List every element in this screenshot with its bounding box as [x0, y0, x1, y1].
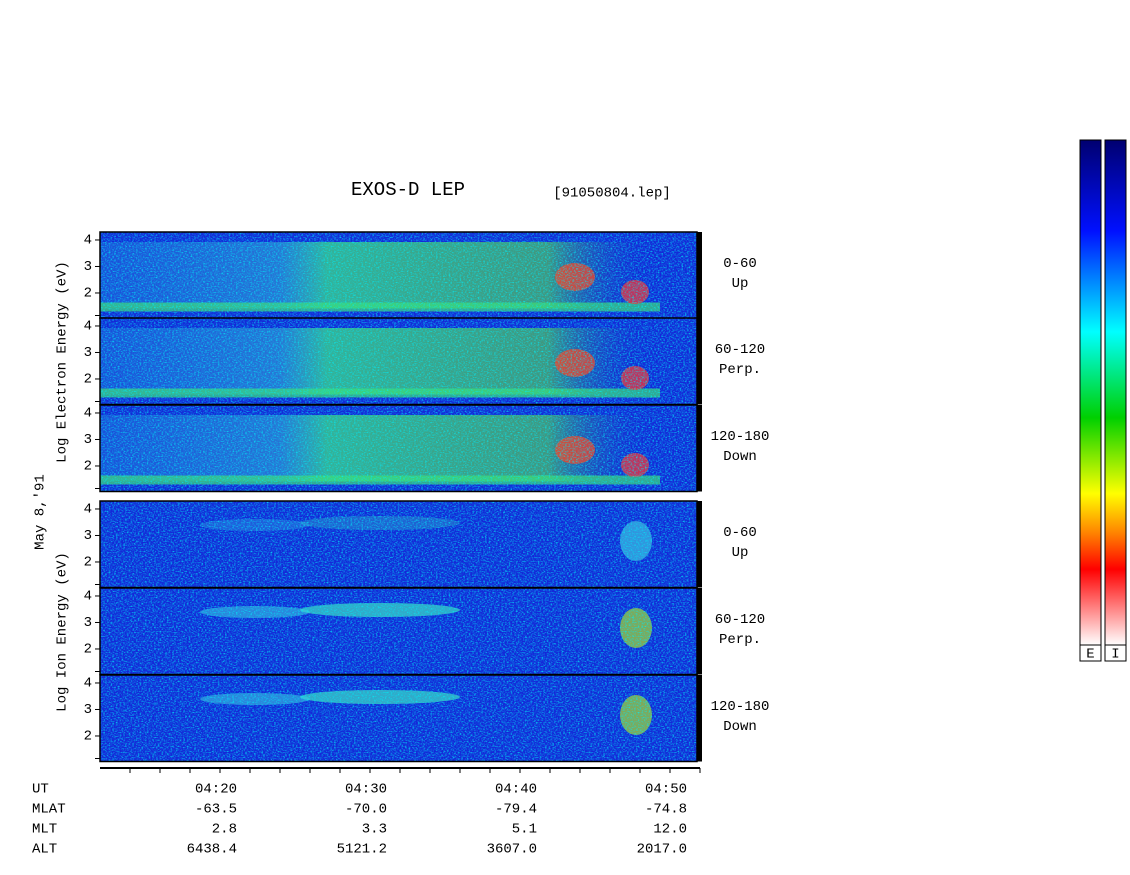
row-value: -63.5	[195, 802, 237, 818]
y-tick-label: 4	[84, 589, 92, 605]
colorbar-label-box	[1104, 644, 1127, 662]
row-value: 5.1	[512, 822, 537, 838]
colorbar-label: I	[1111, 647, 1119, 663]
pitch-range: 120-180	[711, 699, 770, 715]
row-value: 2017.0	[637, 842, 687, 858]
row-value: 04:20	[195, 782, 237, 798]
y-tick-label: 4	[84, 319, 92, 335]
y-tick-label: 2	[84, 729, 92, 745]
colorbar-label-box	[1079, 644, 1102, 662]
row-value: 04:40	[495, 782, 537, 798]
pitch-range: 120-180	[711, 429, 770, 445]
y-tick-label: 3	[84, 615, 92, 631]
panel-edge	[697, 588, 702, 675]
y-tick-label: 3	[84, 528, 92, 544]
ion-axis-label: Log Ion Energy (eV)	[55, 552, 71, 712]
row-name: UT	[32, 782, 49, 798]
pitch-range: 60-120	[715, 342, 765, 358]
pitch-direction: Down	[723, 449, 757, 465]
colorbar-label: E	[1086, 647, 1094, 663]
y-tick-label: 2	[84, 286, 92, 302]
panel-edge	[697, 675, 702, 762]
panel-edge	[697, 232, 702, 319]
row-name: MLT	[32, 822, 57, 838]
row-name: ALT	[32, 842, 57, 858]
pitch-range: 0-60	[723, 525, 757, 541]
pitch-direction: Up	[732, 276, 749, 292]
spectrogram-noise	[100, 675, 697, 762]
y-tick-label: 3	[84, 432, 92, 448]
pitch-direction: Up	[732, 545, 749, 561]
row-value: 04:30	[345, 782, 387, 798]
pitch-range: 60-120	[715, 612, 765, 628]
row-value: -79.4	[495, 802, 537, 818]
row-value: 5121.2	[337, 842, 387, 858]
row-value: 3607.0	[487, 842, 537, 858]
y-tick-label: 4	[84, 406, 92, 422]
pitch-direction: Down	[723, 719, 757, 735]
y-tick-label: 4	[84, 233, 92, 249]
spectrogram-noise	[100, 232, 697, 319]
y-tick-label: 3	[84, 702, 92, 718]
row-value: 12.0	[653, 822, 687, 838]
y-tick-label: 3	[84, 259, 92, 275]
y-tick-label: 4	[84, 502, 92, 518]
spectrogram-noise	[100, 588, 697, 675]
title: EXOS-D LEP	[351, 179, 465, 201]
pitch-range: 0-60	[723, 256, 757, 272]
row-value: 3.3	[362, 822, 387, 838]
y-tick-label: 2	[84, 642, 92, 658]
row-value: 04:50	[645, 782, 687, 798]
row-value: -70.0	[345, 802, 387, 818]
file-name: [91050804.lep]	[553, 186, 671, 202]
spectrogram-noise	[100, 405, 697, 492]
spectrogram-noise	[100, 501, 697, 588]
y-tick-label: 2	[84, 555, 92, 571]
row-value: 2.8	[212, 822, 237, 838]
panel-edge	[697, 318, 702, 405]
spectrogram-noise	[100, 318, 697, 405]
date-label: May 8,'91	[33, 474, 49, 550]
y-tick-label: 4	[84, 676, 92, 692]
y-tick-label: 2	[84, 372, 92, 388]
pitch-direction: Perp.	[719, 362, 761, 378]
panel-edge	[697, 405, 702, 492]
y-tick-label: 2	[84, 459, 92, 475]
colorbar	[1079, 139, 1102, 646]
pitch-direction: Perp.	[719, 632, 761, 648]
row-value: 6438.4	[187, 842, 237, 858]
y-tick-label: 3	[84, 345, 92, 361]
colorbar	[1104, 139, 1127, 646]
electron-axis-label: Log Electron Energy (eV)	[55, 261, 71, 463]
row-value: -74.8	[645, 802, 687, 818]
panel-edge	[697, 501, 702, 588]
row-name: MLAT	[32, 802, 66, 818]
